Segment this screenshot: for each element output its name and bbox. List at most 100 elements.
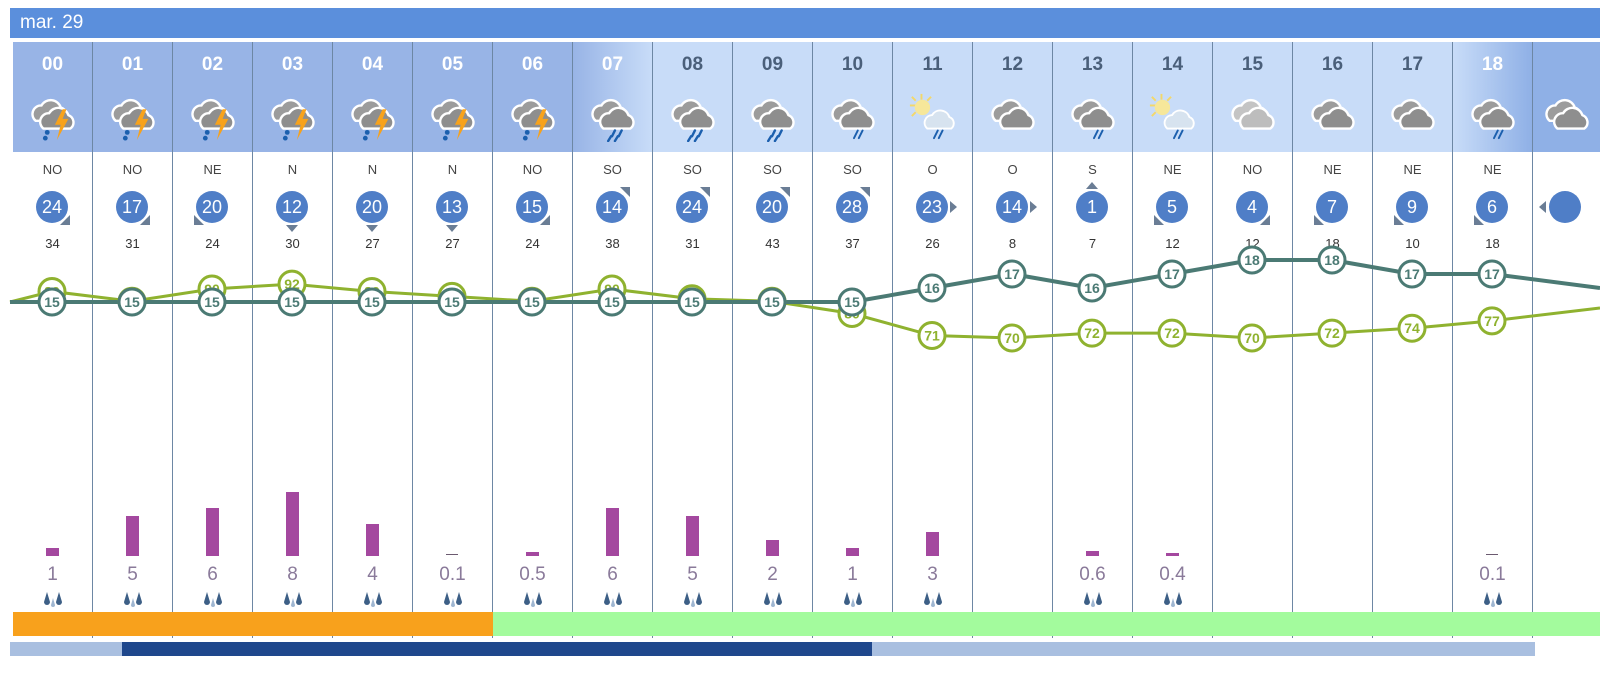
wind-arrow-icon (1539, 201, 1546, 213)
rain-cloud-icon (585, 92, 641, 143)
wind-direction: NO (1242, 162, 1263, 177)
hour-label: 08 (681, 54, 704, 75)
hour-label: 18 (1481, 54, 1504, 75)
precipitation-bar (46, 548, 59, 556)
hour-header: 05 (413, 42, 492, 152)
warning-level-bar (1453, 612, 1533, 636)
wind-arrow-icon (780, 187, 790, 197)
raindrops-icon (284, 592, 302, 607)
wind-speed-badge: 12 (276, 191, 308, 223)
hour-column-03: 03 N 12 30 8 (253, 42, 333, 638)
precipitation-bar (206, 508, 219, 556)
hour-header: 09 (733, 42, 812, 152)
hour-label: 07 (601, 54, 624, 75)
hour-header: 17 (1373, 42, 1452, 152)
hour-label: 10 (841, 54, 864, 75)
date-label: mar. 29 (20, 12, 84, 33)
cloudy-icon (985, 92, 1041, 142)
wind-gust: 18 (1325, 236, 1340, 251)
scrollbar-thumb[interactable] (122, 642, 872, 656)
raindrops-icon (44, 592, 62, 607)
wind-arrow-icon (1154, 215, 1164, 225)
raindrops-icon (844, 592, 862, 607)
precipitation-value: 0.6 (1079, 564, 1106, 585)
hour-header: 03 (253, 42, 332, 152)
warning-level-bar (1293, 612, 1373, 636)
raindrops-icon (524, 592, 542, 607)
warning-level-bar (1213, 612, 1293, 636)
raindrops-icon (124, 592, 142, 607)
wind-direction: S (1088, 162, 1097, 177)
hour-column-05: 05 N 13 27 0.1 (413, 42, 493, 638)
warning-level-bar (413, 612, 493, 636)
wind-speed-badge: 20 (356, 191, 388, 223)
horizontal-scrollbar[interactable] (10, 642, 1535, 656)
hour-label: 11 (922, 54, 943, 75)
wind-direction: NE (1403, 162, 1422, 177)
warning-level-bar (1053, 612, 1133, 636)
raindrops-icon (924, 592, 942, 607)
wind-gust: 31 (685, 236, 700, 251)
hour-column-15: 15 NO 4 12 (1213, 42, 1293, 638)
wind-gust: 26 (925, 236, 940, 251)
hour-header: 14 (1133, 42, 1212, 152)
wind-direction: SO (603, 162, 622, 177)
wind-direction: NO (522, 162, 543, 177)
wind-speed-badge: 17 (116, 191, 148, 223)
hour-column-10: 10 SO 28 37 1 (813, 42, 893, 638)
warning-level-bar (93, 612, 173, 636)
hour-label: 01 (121, 54, 144, 75)
hour-column-11: 11 O 23 26 3 (893, 42, 973, 638)
raindrops-icon (1484, 592, 1502, 607)
wind-arrow-icon (700, 187, 710, 197)
warning-level-bar (173, 612, 253, 636)
precipitation-bar (1086, 551, 1099, 556)
raindrops-icon (444, 592, 462, 607)
wind-gust: 7 (1088, 236, 1097, 251)
warning-level-bar (493, 612, 573, 636)
wind-gust: 38 (605, 236, 620, 251)
wind-arrow-icon (620, 187, 630, 197)
hour-label: 03 (281, 54, 304, 75)
wind-arrow-icon (1030, 201, 1037, 213)
precipitation-bar (446, 554, 458, 555)
wind-speed-badge: 7 (1316, 191, 1348, 223)
warning-level-bar (893, 612, 973, 636)
hour-header: 13 (1053, 42, 1132, 152)
rain-cloud-icon (665, 92, 721, 143)
hour-column-04: 04 N 20 27 4 (333, 42, 413, 638)
wind-direction: NO (122, 162, 143, 177)
sun-rain-icon (905, 92, 961, 142)
sun-rain-icon (1145, 92, 1201, 142)
hour-column-14: 14 NE 5 12 0.4 (1133, 42, 1213, 638)
wind-speed-badge: 24 (36, 191, 68, 223)
hour-header: 04 (333, 42, 412, 152)
precipitation-value: 3 (927, 564, 938, 585)
precipitation-value: 0.1 (439, 564, 466, 585)
warning-level-bar (573, 612, 653, 636)
precipitation-value: 1 (847, 564, 858, 585)
precipitation-value: 1 (47, 564, 58, 585)
wind-gust: 30 (285, 236, 300, 251)
warning-level-bar (253, 612, 333, 636)
hour-header: 18 (1453, 42, 1532, 152)
precipitation-bar (766, 540, 779, 556)
wind-direction: N (447, 162, 458, 177)
wind-speed-badge: 13 (436, 191, 468, 223)
wind-gust: 12 (1165, 236, 1180, 251)
hour-label: 02 (201, 54, 224, 75)
storm-cloud-icon (185, 92, 241, 142)
wind-speed-badge: 14 (596, 191, 628, 223)
wind-arrow-icon (140, 215, 150, 225)
wind-arrow-icon (540, 215, 550, 225)
precipitation-value: 8 (287, 564, 298, 585)
wind-direction: SO (683, 162, 702, 177)
storm-cloud-icon (265, 92, 321, 142)
wind-gust: 18 (1485, 236, 1500, 251)
light-cloud-icon (1225, 92, 1281, 142)
wind-direction: NE (1483, 162, 1502, 177)
wind-direction: SO (763, 162, 782, 177)
drizzle-cloud-icon (1065, 92, 1121, 142)
storm-cloud-icon (105, 92, 161, 142)
warning-level-bar (13, 612, 93, 636)
